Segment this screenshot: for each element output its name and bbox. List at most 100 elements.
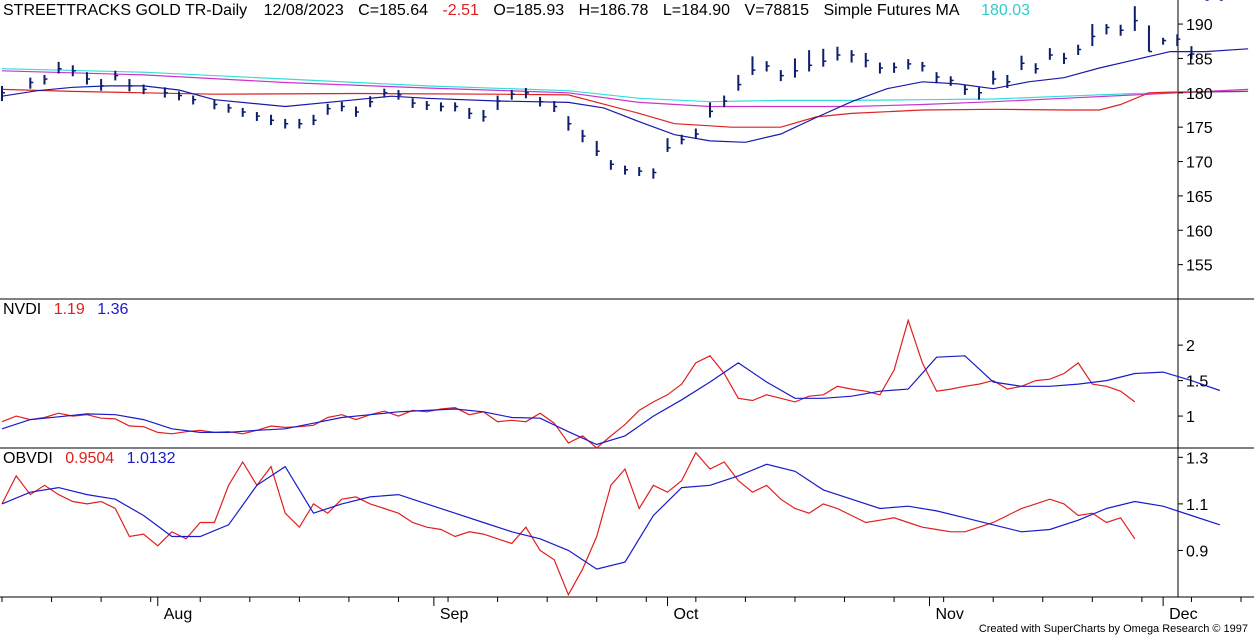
- price-bar: [581, 129, 586, 143]
- price-bar: [192, 95, 197, 105]
- price-bar: [227, 103, 232, 113]
- price-bar: [949, 76, 954, 86]
- price-bar: [255, 112, 260, 121]
- price-bar: [355, 106, 359, 117]
- price-bar: [907, 59, 912, 70]
- price-bar: [270, 114, 275, 126]
- price-bar: [808, 50, 813, 72]
- header-volume: V=78815: [744, 2, 810, 19]
- price-bar: [340, 101, 345, 112]
- price-bar: [638, 167, 643, 176]
- price-bar: [241, 107, 246, 117]
- obvdi-series-ind_red: [1, 451, 1136, 597]
- price-bar: [71, 65, 76, 77]
- price-bar: [1, 85, 5, 102]
- y-tick-label: 165: [1186, 189, 1213, 206]
- price-series-ma_navy: [1, 48, 1249, 143]
- price-bar: [411, 98, 416, 108]
- price-bar: [482, 109, 487, 122]
- header-ma-value: 180.03: [981, 2, 1031, 19]
- price-bar: [1063, 52, 1067, 64]
- price-bar: [312, 114, 317, 126]
- price-bar: [425, 101, 430, 110]
- price-bar: [284, 118, 289, 129]
- price-bar: [822, 48, 827, 67]
- header-low: L=184.90: [662, 2, 731, 19]
- price-bar: [397, 90, 402, 100]
- price-bar: [935, 72, 940, 84]
- chart-frame: [0, 0, 1254, 598]
- header-high: H=186.78: [578, 2, 649, 19]
- y-tick-label: 1: [1186, 409, 1195, 426]
- x-tick-label: Sep: [440, 606, 469, 623]
- price-bar: [383, 88, 388, 98]
- price-bar: [326, 103, 331, 115]
- header-open: O=185.93: [493, 2, 565, 19]
- price-bar: [454, 102, 459, 112]
- price-bar: [213, 99, 218, 110]
- y-tick-label: 2: [1186, 338, 1195, 355]
- obvdi-header: OBVDI 0.9504 1.0132: [3, 450, 176, 468]
- price-bar: [709, 102, 713, 118]
- price-bar: [1006, 74, 1011, 88]
- price-bar: [737, 74, 742, 91]
- price-bar: [723, 95, 728, 108]
- header-ma-label: Simple Futures MA: [823, 2, 959, 19]
- price-bar: [609, 160, 614, 170]
- x-tick-label: Oct: [674, 606, 699, 623]
- obvdi-lines: [1, 451, 1220, 597]
- price-series-ma_cyan: [1, 68, 1249, 103]
- price-bar: [100, 79, 105, 91]
- nvdi-lines: [1, 318, 1220, 449]
- x-tick-label: Dec: [1169, 606, 1197, 623]
- price-header: STREETTRACKS GOLD TR-Daily 12/08/2023 C=…: [3, 2, 1030, 20]
- y-tick-label: 1.3: [1186, 450, 1208, 467]
- price-bar: [694, 128, 699, 139]
- y-axis-labels: 155 160 165 170 175 180 185 190 1 1.5 2 0.9 1.1 1.3: [1178, 17, 1213, 560]
- price-bar: [114, 70, 119, 81]
- price-bar: [539, 96, 544, 107]
- nvdi-value-1: 1.19: [53, 301, 85, 318]
- price-bar: [128, 79, 133, 92]
- price-bar: [1077, 44, 1082, 55]
- price-bar: [29, 77, 34, 89]
- price-bar: [652, 168, 657, 179]
- header-close: C=185.64: [358, 2, 429, 19]
- obvdi-value-2: 1.0132: [126, 450, 176, 467]
- price-bar: [893, 62, 898, 73]
- price-bar: [624, 165, 629, 175]
- y-tick-label: 155: [1186, 258, 1213, 275]
- price-bar: [1176, 34, 1181, 47]
- price-bar: [1034, 63, 1039, 74]
- price-bar: [85, 72, 90, 85]
- price-bar: [666, 138, 671, 152]
- price-bar: [1105, 24, 1110, 35]
- price-bar: [921, 61, 926, 72]
- price-bar: [178, 91, 182, 101]
- y-tick-label: 1.5: [1186, 374, 1208, 391]
- price-bar: [793, 58, 798, 78]
- price-bar: [496, 95, 501, 110]
- price-bar: [751, 56, 756, 75]
- y-tick-label: 160: [1186, 223, 1213, 240]
- price-bar: [369, 96, 374, 108]
- price-bar: [1119, 24, 1124, 36]
- price-bar: [1048, 48, 1053, 60]
- price-bar: [1020, 55, 1025, 71]
- price-bar: [510, 90, 515, 100]
- x-axis-labels: Aug Sep Oct Nov Dec: [1, 597, 1242, 623]
- x-tick-label: Nov: [935, 606, 963, 623]
- y-tick-label: 170: [1186, 155, 1213, 172]
- price-bar: [864, 52, 869, 68]
- header-date: 12/08/2023: [263, 2, 344, 19]
- y-tick-label: 0.9: [1186, 543, 1208, 560]
- header-change: -2.51: [442, 2, 479, 19]
- price-series-ma_magenta: [1, 70, 1249, 108]
- y-tick-label: 190: [1186, 17, 1213, 34]
- price-bars: [1, 0, 1223, 179]
- nvdi-label: NVDI: [3, 301, 42, 318]
- price-bar: [765, 61, 770, 72]
- price-bar: [595, 140, 600, 157]
- price-bar: [1091, 24, 1096, 47]
